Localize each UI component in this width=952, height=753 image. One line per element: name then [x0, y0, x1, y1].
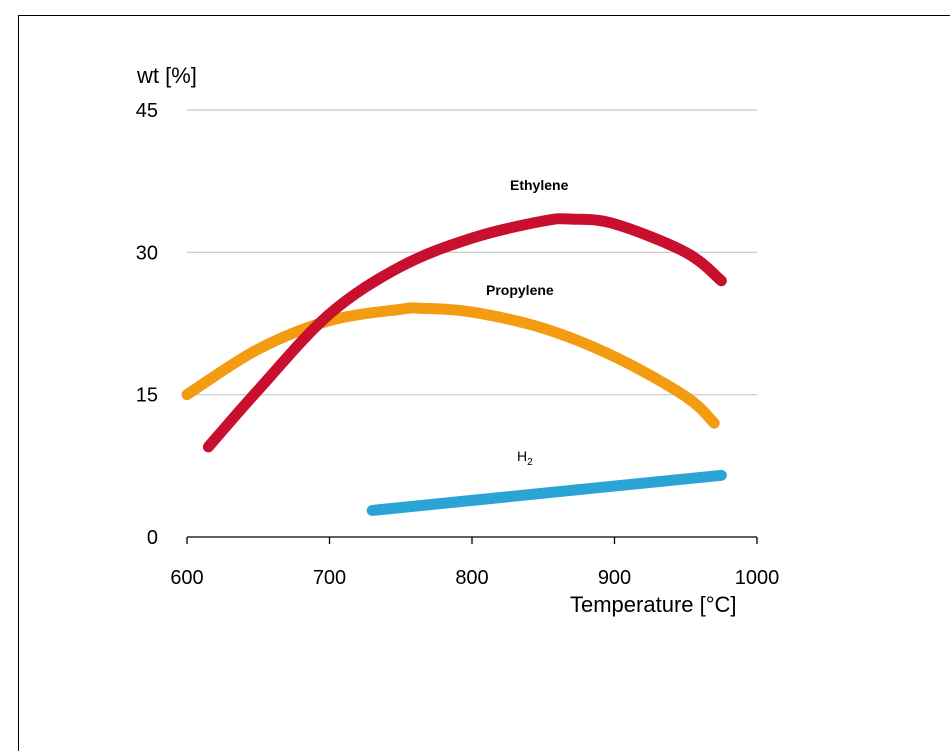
x-tick-label: 600 [170, 567, 203, 589]
series-line-h2 [366, 469, 727, 516]
x-tick-label: 700 [313, 567, 346, 589]
axes: 0 15 30 45 600 700 800 900 1000 [136, 100, 780, 589]
y-tick-label: 15 [136, 385, 158, 407]
h2-label-base: H [517, 448, 527, 464]
series-line-ethylene [202, 213, 727, 453]
series-lines [181, 213, 727, 516]
series-label-ethylene: Ethylene [510, 177, 569, 193]
x-tick-label: 1000 [735, 567, 780, 589]
series-label-propylene: Propylene [486, 282, 554, 298]
gridlines [187, 109, 757, 396]
x-tick-label: 800 [455, 567, 488, 589]
y-tick-label: 45 [136, 100, 158, 122]
y-axis-label: wt [%] [136, 63, 197, 88]
series-label-h2: H2 [517, 448, 533, 468]
series-line-propylene [181, 302, 720, 429]
y-tick-label: 30 [136, 242, 158, 264]
chart-frame [18, 15, 950, 751]
h2-label-sub: 2 [527, 457, 533, 468]
x-tick-label: 900 [598, 567, 631, 589]
y-tick-label: 0 [147, 527, 158, 549]
x-axis-label: Temperature [°C] [570, 592, 737, 617]
